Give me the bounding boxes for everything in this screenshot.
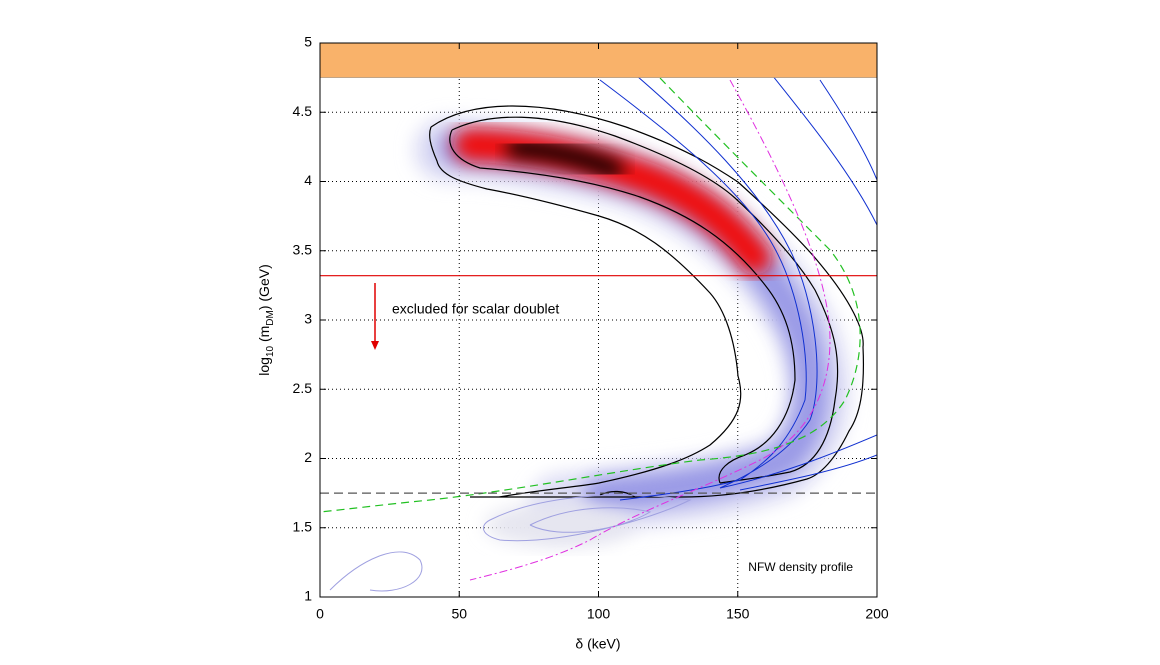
density-peak	[506, 139, 624, 179]
y-tick-label: 1	[304, 588, 312, 604]
y-tick-label: 2	[304, 449, 312, 465]
x-tick-label: 50	[451, 606, 467, 622]
y-tick-label: 4	[304, 172, 312, 188]
x-tick-label: 100	[587, 606, 611, 622]
y-tick-label: 3	[304, 311, 312, 327]
contour-inner	[449, 116, 839, 484]
y-label-part: (m	[256, 326, 272, 346]
density-low	[485, 503, 635, 547]
y-tick-label: 3.5	[293, 241, 313, 257]
y-label-sub: DM	[265, 310, 276, 326]
y-tick-label: 5	[304, 34, 312, 50]
y-label-sub: 10	[265, 345, 276, 357]
y-axis-label: log10 (mDM) (GeV)	[256, 264, 276, 375]
y-label-part: ) (GeV)	[256, 264, 272, 310]
constraint-green	[320, 77, 861, 513]
x-axis-label: δ (keV)	[575, 636, 620, 652]
density	[320, 59, 877, 592]
annotation: NFW density profile	[748, 560, 853, 574]
y-tick-label: 2.5	[293, 380, 313, 396]
y-label-part: log	[256, 357, 272, 376]
constraint-magenta	[469, 79, 831, 581]
x-tick-label: 0	[316, 606, 324, 622]
annotation-arrowhead	[371, 341, 379, 350]
annotation: excluded for scalar doublet	[392, 301, 559, 317]
x-tick-label: 150	[726, 606, 750, 622]
constraint-blue	[599, 59, 877, 501]
x-tick-label: 200	[865, 606, 889, 622]
y-tick-label: 1.5	[293, 518, 313, 534]
axes: 0 50 100 150 200 1 1.5 2 2.5 3 3.5 4 4.5 5	[293, 34, 889, 622]
y-tick-label: 4.5	[293, 103, 313, 119]
contour-faint	[329, 494, 692, 592]
contour-outer	[429, 105, 864, 498]
